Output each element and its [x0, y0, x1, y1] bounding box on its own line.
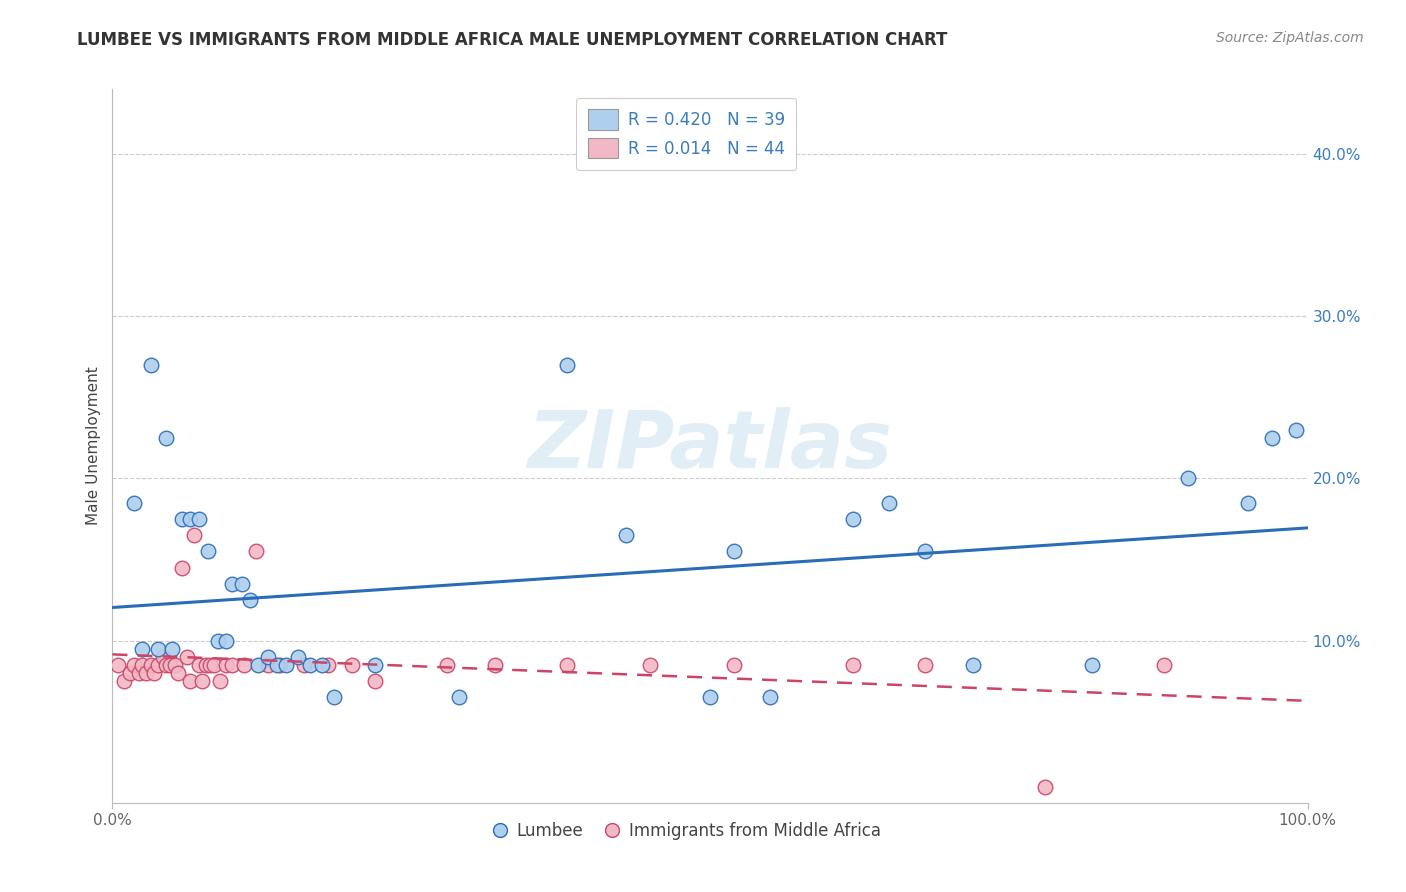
Point [176, 649, 198, 664]
Text: Source: ZipAtlas.com: Source: ZipAtlas.com [1216, 31, 1364, 45]
Point [436, 657, 458, 672]
Point [170, 560, 193, 574]
Point [191, 674, 214, 689]
Point [197, 544, 219, 558]
Point [340, 657, 363, 672]
Point [131, 641, 153, 656]
Point [183, 528, 205, 542]
Point [616, 528, 638, 542]
Point [139, 657, 162, 672]
Point [699, 690, 721, 705]
Point [233, 657, 256, 672]
Text: ZIPatlas: ZIPatlas [527, 407, 893, 485]
Point [139, 358, 162, 372]
Point [1153, 657, 1175, 672]
Point [364, 674, 387, 689]
Point [221, 577, 243, 591]
Point [723, 544, 745, 558]
Point [842, 657, 865, 672]
Point [215, 657, 238, 672]
Y-axis label: Male Unemployment: Male Unemployment [86, 367, 101, 525]
Point [143, 666, 166, 681]
Point [1177, 471, 1199, 485]
Point [298, 657, 321, 672]
Point [114, 674, 135, 689]
Point [759, 690, 782, 705]
Point [187, 512, 209, 526]
Point [202, 657, 225, 672]
Point [311, 657, 333, 672]
Point [152, 649, 174, 664]
Point [146, 641, 169, 656]
Text: LUMBEE VS IMMIGRANTS FROM MIDDLE AFRICA MALE UNEMPLOYMENT CORRELATION CHART: LUMBEE VS IMMIGRANTS FROM MIDDLE AFRICA … [77, 31, 948, 49]
Point [879, 496, 901, 510]
Point [247, 657, 270, 672]
Point [316, 657, 339, 672]
Point [723, 657, 745, 672]
Point [447, 690, 470, 705]
Point [155, 657, 177, 672]
Point [239, 593, 262, 607]
Point [187, 657, 209, 672]
Point [135, 666, 157, 681]
Point [292, 657, 315, 672]
Point [484, 657, 506, 672]
Point [122, 496, 145, 510]
Point [1285, 423, 1308, 437]
Point [207, 633, 229, 648]
Point [245, 544, 267, 558]
Point [170, 512, 193, 526]
Point [287, 649, 309, 664]
Point [179, 512, 201, 526]
Point [257, 657, 280, 672]
Point [274, 657, 297, 672]
Point [266, 657, 288, 672]
Point [159, 657, 181, 672]
Point [555, 657, 578, 672]
Point [162, 641, 183, 656]
Point [120, 666, 142, 681]
Point [122, 657, 145, 672]
Point [128, 666, 150, 681]
Point [1237, 496, 1260, 510]
Point [1033, 780, 1056, 794]
Point [322, 690, 344, 705]
Point [640, 657, 662, 672]
Point [1261, 431, 1284, 445]
Point [257, 649, 280, 664]
Point [221, 657, 243, 672]
Point [269, 657, 291, 672]
Point [962, 657, 984, 672]
Point [194, 657, 217, 672]
Legend: Lumbee, Immigrants from Middle Africa: Lumbee, Immigrants from Middle Africa [484, 814, 889, 848]
Point [131, 657, 153, 672]
Point [200, 657, 222, 672]
Point [215, 633, 238, 648]
Point [209, 674, 232, 689]
Point [1081, 657, 1104, 672]
Point [842, 512, 865, 526]
Point [179, 674, 201, 689]
Point [146, 657, 169, 672]
Point [167, 666, 190, 681]
Point [914, 657, 936, 672]
Point [555, 358, 578, 372]
Point [364, 657, 387, 672]
Point [155, 431, 177, 445]
Point [914, 544, 936, 558]
Point [107, 657, 129, 672]
Point [231, 577, 253, 591]
Point [163, 657, 186, 672]
